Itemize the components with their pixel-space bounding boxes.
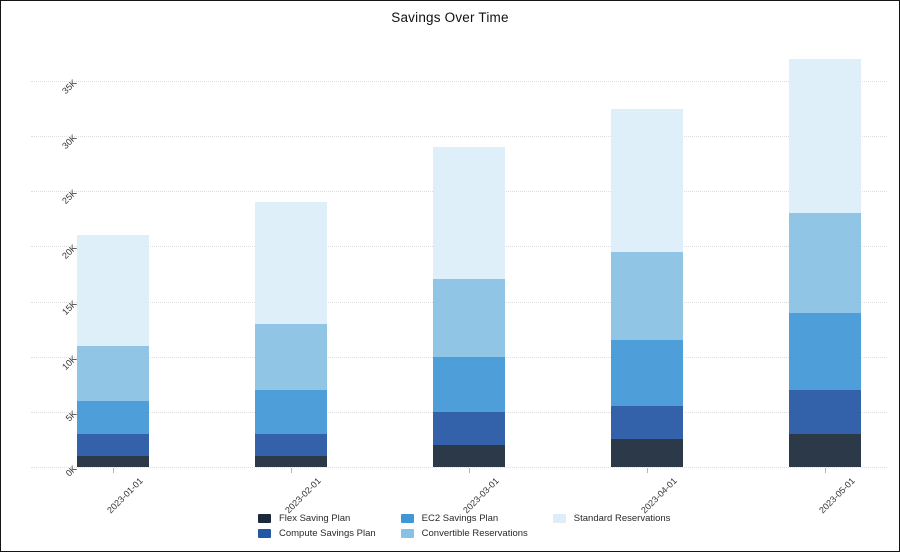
legend: Flex Saving Plan Compute Savings Plan EC2 … (258, 513, 670, 539)
y-tick-label: 30K (60, 132, 79, 151)
legend-swatch-icon (552, 514, 566, 523)
y-tick-label: 5K (63, 408, 79, 424)
legend-swatch-icon (258, 514, 271, 523)
y-tick-label: 10K (60, 353, 79, 372)
bar-segment[interactable] (77, 235, 149, 346)
bar-segment[interactable] (433, 147, 505, 280)
x-tick-mark (825, 468, 826, 473)
x-tick-mark (291, 468, 292, 473)
gridline (31, 80, 887, 82)
y-tick-label: 35K (60, 77, 79, 96)
bar-segment[interactable] (789, 312, 861, 390)
bar-segment[interactable] (77, 455, 149, 467)
y-tick-label: 15K (60, 298, 79, 317)
legend-item[interactable]: Flex Saving Plan (258, 513, 376, 524)
bar-segment[interactable] (611, 340, 683, 407)
legend-item[interactable]: Standard Reservations (552, 513, 671, 524)
x-tick-mark (113, 468, 114, 473)
bar-segment[interactable] (255, 323, 327, 390)
legend-swatch-icon (400, 529, 414, 538)
legend-column: Standard Reservations (552, 513, 671, 524)
bar-segment[interactable] (611, 251, 683, 341)
bar-segment[interactable] (611, 439, 683, 467)
bar-segment[interactable] (255, 433, 327, 456)
bar-segment[interactable] (77, 433, 149, 456)
legend-label: Standard Reservations (573, 513, 671, 524)
legend-column: EC2 Savings Plan Convertible Reservations (400, 513, 528, 539)
gridline (31, 467, 887, 468)
bar-segment[interactable] (611, 406, 683, 440)
x-tick-label: 2023-05-01 (817, 475, 857, 516)
legend-swatch-icon (400, 514, 414, 523)
x-tick-mark (647, 468, 648, 473)
legend-column: Flex Saving Plan Compute Savings Plan (258, 513, 376, 539)
bar-segment[interactable] (255, 455, 327, 467)
bar-segment[interactable] (789, 213, 861, 313)
y-tick-label: 25K (60, 187, 79, 207)
bar-segment[interactable] (255, 202, 327, 324)
legend-label: Convertible Reservations (421, 528, 528, 539)
legend-label: EC2 Savings Plan (421, 513, 499, 524)
chart-title: Savings Over Time (391, 10, 509, 25)
legend-item[interactable]: Compute Savings Plan (258, 528, 376, 539)
legend-item[interactable]: EC2 Savings Plan (400, 513, 528, 524)
bar-segment[interactable] (611, 108, 683, 252)
bar-segment[interactable] (433, 444, 505, 467)
gridline (31, 136, 887, 138)
legend-label: Compute Savings Plan (279, 528, 376, 539)
bar-segment[interactable] (789, 433, 861, 467)
x-tick-label: 2023-01-01 (105, 475, 145, 516)
y-tick-label: 20K (60, 242, 79, 262)
bar-segment[interactable] (789, 58, 861, 214)
bar-segment[interactable] (77, 400, 149, 434)
x-tick-mark (469, 468, 470, 473)
y-tick-label: 0K (63, 463, 79, 479)
bar-segment[interactable] (433, 279, 505, 357)
legend-label: Flex Saving Plan (279, 513, 351, 524)
bar-segment[interactable] (789, 389, 861, 434)
legend-swatch-icon (258, 529, 271, 538)
bar-segment[interactable] (433, 356, 505, 412)
legend-item[interactable]: Convertible Reservations (400, 528, 528, 539)
bar-segment[interactable] (255, 389, 327, 434)
bar-segment[interactable] (433, 411, 505, 445)
bar-segment[interactable] (77, 345, 149, 401)
